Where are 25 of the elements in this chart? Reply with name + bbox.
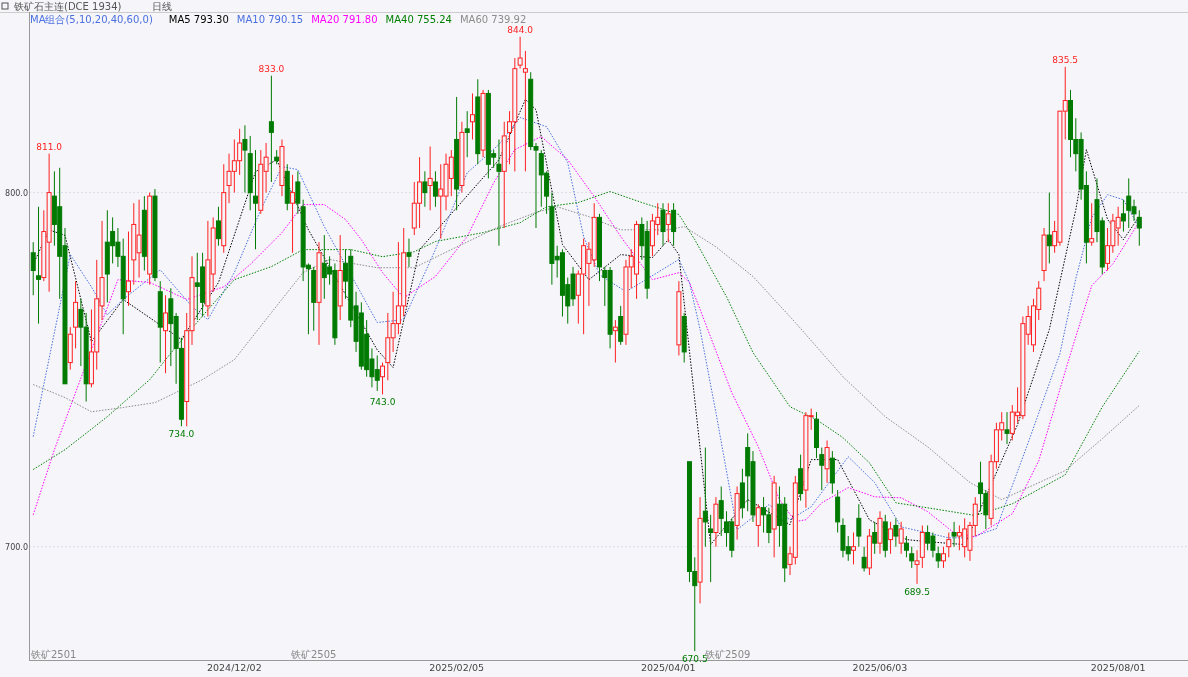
- annotation: 811.0: [36, 141, 62, 152]
- legend-item: MA40 755.24: [385, 14, 452, 25]
- subtitle: 日线: [152, 1, 172, 12]
- x-tick-label: 2025/04/01: [640, 662, 696, 673]
- x-tick-label: 2024/12/02: [206, 662, 262, 673]
- annotation: 743.0: [369, 397, 396, 408]
- legend-item: MA20 791.80: [311, 14, 378, 25]
- x-tick-label: 2025/08/01: [1090, 662, 1146, 673]
- annotation: 689.5: [904, 586, 930, 597]
- annotation: 铁矿2509: [705, 649, 751, 660]
- legend-item: MA60 739.92: [459, 14, 527, 25]
- legend-item: MA10 790.15: [236, 14, 304, 25]
- annotation: 835.5: [1052, 54, 1079, 65]
- annotation: 铁矿2505: [291, 649, 337, 660]
- legend-item: MA5 793.30: [168, 14, 229, 25]
- y-tick-label: 800.0: [5, 188, 28, 198]
- annotation: 844.0: [507, 24, 533, 35]
- x-tick-label: 2025/06/03: [852, 662, 908, 673]
- x-tick-label: 2025/02/05: [429, 662, 484, 673]
- annotation: 铁矿2501: [31, 649, 77, 660]
- legend-title: MA组合(5,10,20,40,60,0): [30, 14, 153, 25]
- y-tick-label: 700.0: [5, 542, 28, 552]
- title: 铁矿石主连(DCE 1934): [14, 1, 122, 12]
- annotation: 734.0: [168, 429, 195, 440]
- annotation: 833.0: [258, 63, 285, 74]
